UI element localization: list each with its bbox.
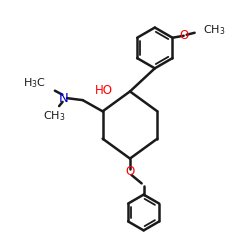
Text: CH$_3$: CH$_3$ [203, 23, 225, 37]
Text: CH$_3$: CH$_3$ [43, 110, 66, 124]
Text: HO: HO [95, 84, 113, 97]
Text: N: N [59, 92, 69, 105]
Text: H$_3$C: H$_3$C [23, 76, 46, 90]
Text: O: O [125, 165, 134, 178]
Text: O: O [179, 29, 188, 42]
